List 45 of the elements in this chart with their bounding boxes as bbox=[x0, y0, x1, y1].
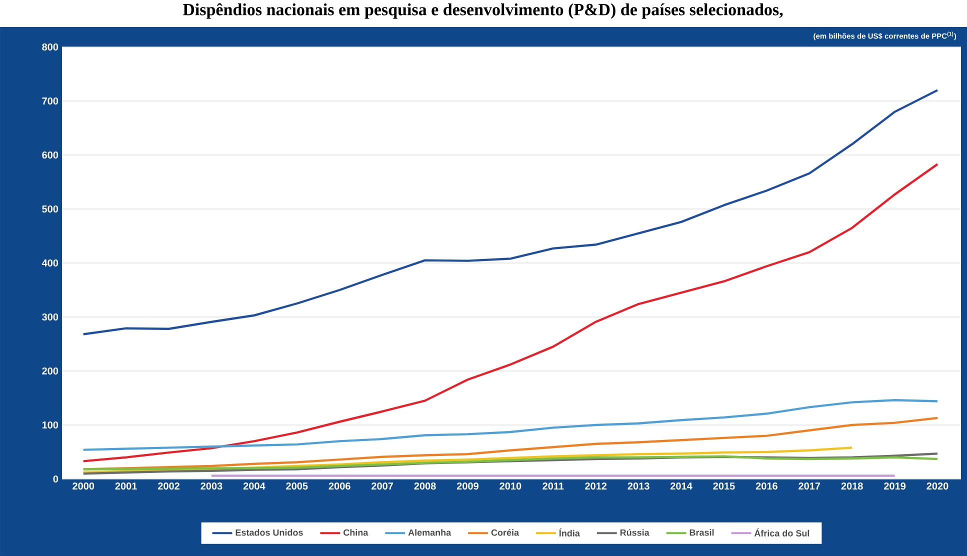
legend-label: África do Sul bbox=[754, 528, 810, 536]
x-tick-label: 2003 bbox=[200, 482, 222, 490]
legend-label: Brasil bbox=[690, 529, 714, 536]
line-series bbox=[82, 452, 939, 475]
x-tick-label: 2001 bbox=[115, 482, 137, 490]
y-tick-label: 700 bbox=[42, 97, 58, 105]
y-tick-label: 100 bbox=[42, 421, 58, 429]
legend-label: Coréia bbox=[491, 529, 520, 536]
x-tick-label: 2009 bbox=[456, 482, 478, 490]
x-tick-label: 2016 bbox=[756, 482, 778, 490]
x-tick-label: 2005 bbox=[286, 482, 308, 490]
line-series bbox=[82, 89, 939, 336]
line-series bbox=[82, 455, 939, 470]
line-series bbox=[82, 446, 854, 474]
x-tick-label: 2019 bbox=[884, 482, 906, 490]
y-tick-label: 600 bbox=[42, 151, 58, 159]
y-tick-label: 500 bbox=[42, 205, 58, 213]
y-tick-label: 0 bbox=[53, 475, 58, 483]
x-tick-label: 2018 bbox=[841, 482, 863, 490]
y-tick-label: 200 bbox=[42, 367, 58, 375]
y-tick-label: 300 bbox=[42, 313, 58, 321]
line-series bbox=[82, 399, 939, 451]
line-series bbox=[82, 163, 939, 462]
legend-label: Alemanha bbox=[408, 529, 452, 536]
x-tick-label: 2011 bbox=[542, 482, 564, 490]
x-tick-label: 2008 bbox=[414, 482, 436, 490]
chart-title: Dispêndios nacionais em pesquisa e desenvolvimento (P&D) de países selecionados, bbox=[182, 3, 783, 19]
x-tick-label: 2007 bbox=[372, 482, 393, 490]
x-tick-label: 2010 bbox=[500, 482, 522, 490]
x-tick-label: 2006 bbox=[328, 482, 350, 490]
x-tick-label: 2000 bbox=[72, 482, 94, 490]
x-tick-label: 2013 bbox=[628, 482, 650, 490]
x-tick-label: 2017 bbox=[798, 482, 820, 490]
x-tick-label: 2004 bbox=[243, 482, 266, 490]
legend-label: China bbox=[344, 529, 368, 536]
x-tick-label: 2015 bbox=[713, 482, 735, 490]
legend-label: Estados Unidos bbox=[236, 529, 303, 536]
legend-label: Índia bbox=[559, 528, 580, 536]
x-tick-label: 2014 bbox=[670, 482, 692, 490]
x-tick-label: 2002 bbox=[158, 482, 180, 490]
y-tick-label: 400 bbox=[42, 259, 58, 267]
y-tick-label: 800 bbox=[42, 43, 58, 51]
legend-label: Rússia bbox=[620, 529, 650, 536]
x-tick-label: 2012 bbox=[585, 482, 607, 490]
x-tick-label: 2020 bbox=[926, 482, 948, 490]
